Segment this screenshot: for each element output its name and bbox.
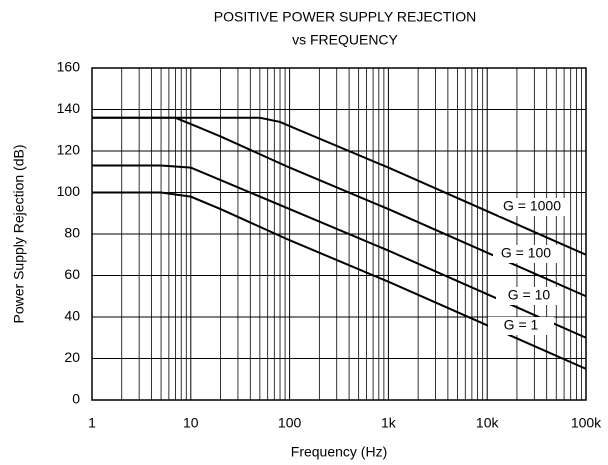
x-axis-label: Frequency (Hz) — [291, 444, 387, 460]
plot-frame — [91, 67, 587, 401]
chart-title: POSITIVE POWER SUPPLY REJECTION — [214, 9, 476, 25]
series-label: G = 100 — [501, 245, 551, 261]
y-axis-label: Power Supply Rejection (dB) — [11, 145, 27, 324]
series-line — [92, 164, 587, 339]
series-line — [92, 191, 587, 370]
series-label: G = 1 — [504, 317, 539, 333]
x-tick-label: 1k — [381, 415, 397, 431]
series-line — [92, 116, 587, 256]
x-tick-label: 10k — [476, 415, 500, 431]
y-tick-label: 80 — [64, 225, 80, 241]
x-tick-label: 100 — [278, 415, 302, 431]
y-tick-label: 140 — [57, 100, 81, 116]
series-label-bg — [488, 317, 554, 335]
x-tick-label: 10 — [183, 415, 199, 431]
x-tick-label: 100k — [571, 415, 602, 431]
y-tick-label: 120 — [57, 142, 81, 158]
y-tick-label: 40 — [64, 308, 80, 324]
series-label-bg — [493, 245, 559, 263]
y-tick-label: 60 — [64, 266, 80, 282]
y-tick-label: 0 — [72, 391, 80, 407]
chart-subtitle: vs FREQUENCY — [292, 32, 398, 48]
y-tick-label: 100 — [57, 183, 81, 199]
y-tick-label: 160 — [57, 59, 81, 75]
series-label-bg — [499, 198, 565, 216]
y-tick-label: 20 — [64, 349, 80, 365]
series-line — [92, 116, 587, 298]
x-tick-label: 1 — [88, 415, 96, 431]
series-label: G = 1000 — [503, 198, 561, 214]
series-label: G = 10 — [508, 287, 551, 303]
series-label-bg — [496, 287, 562, 305]
